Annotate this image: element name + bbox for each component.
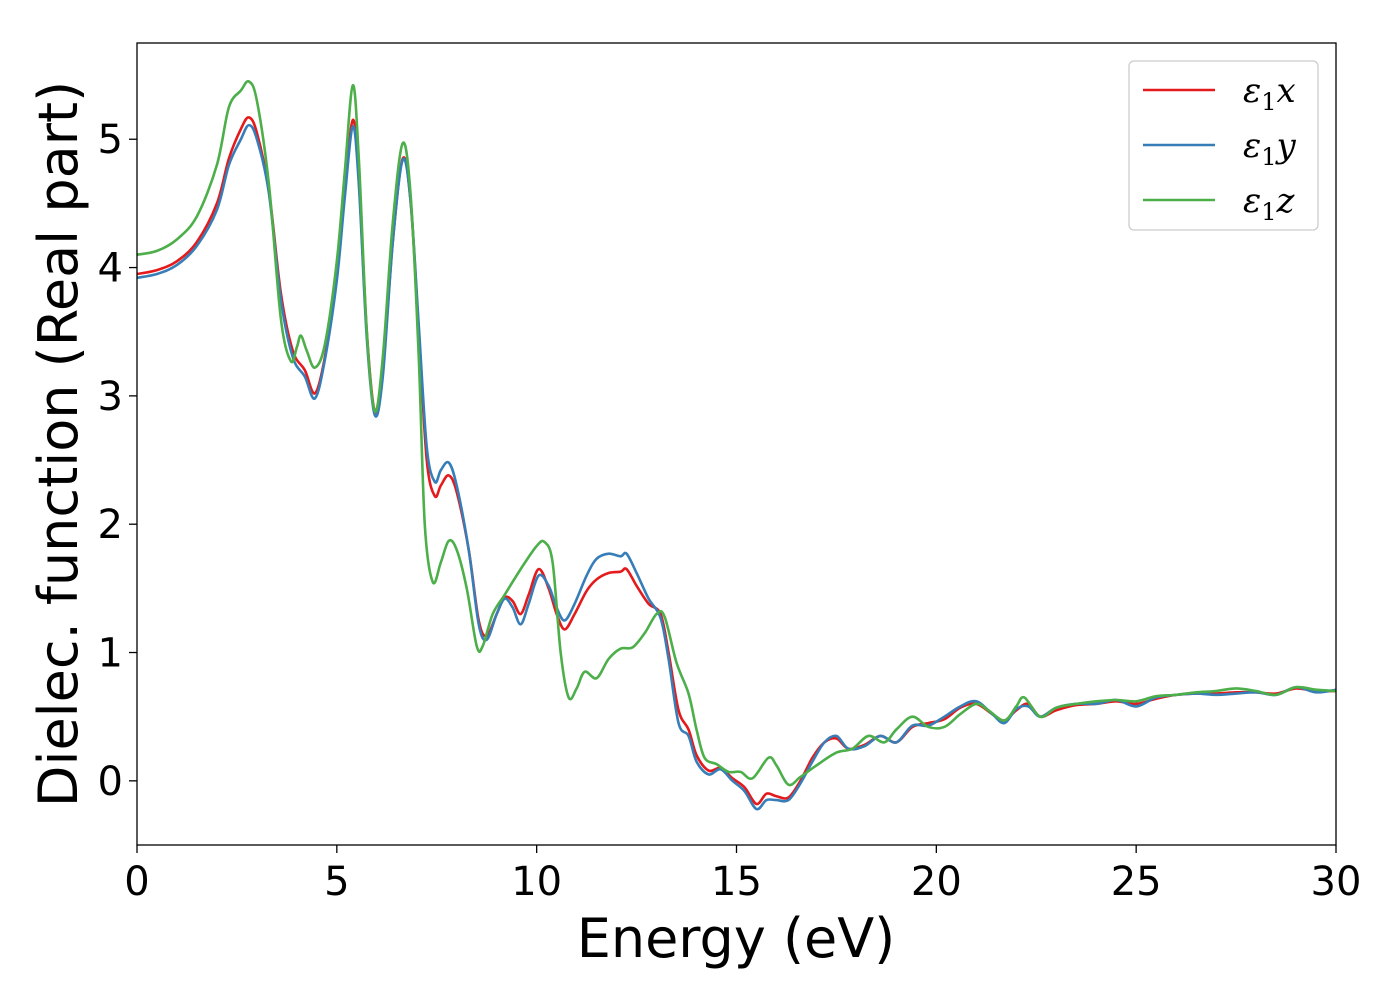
y-tick-label: 1 [98, 631, 123, 677]
legend-label: ε1y [1243, 126, 1297, 171]
legend-label-main: ε [1243, 181, 1261, 221]
legend-box [1128, 60, 1319, 231]
series-line-y [137, 123, 1336, 811]
legend-label-axis: y [1275, 126, 1297, 166]
x-axis: 0 5 10 15 20 25 30 [124, 845, 1361, 905]
legend-label-axis: z [1276, 181, 1296, 221]
x-tick-label: 25 [1111, 859, 1162, 905]
y-tick-label: 5 [98, 117, 123, 163]
y-tick-label: 2 [98, 502, 123, 548]
legend-label: ε1z [1243, 181, 1296, 226]
legend-label-main: ε [1243, 126, 1261, 166]
y-axis: 0 1 2 3 4 5 [98, 117, 137, 805]
legend-label-axis: x [1277, 71, 1296, 111]
x-axis-label: Energy (eV) [577, 907, 896, 970]
x-tick-label: 10 [511, 859, 562, 905]
series-line-z [137, 79, 1336, 787]
series-layer [137, 79, 1336, 811]
y-tick-label: 3 [98, 374, 123, 420]
y-axis-label: Dielec. function (Real part) [27, 81, 90, 807]
x-tick-label: 20 [911, 859, 962, 905]
legend-label-main: ε [1243, 71, 1261, 111]
x-tick-label: 5 [324, 859, 349, 905]
y-tick-label: 4 [98, 246, 123, 292]
x-tick-label: 15 [711, 859, 762, 905]
y-tick-label: 0 [98, 759, 123, 805]
legend-label-subscript: 1 [1261, 143, 1276, 171]
legend-label-subscript: 1 [1261, 88, 1276, 116]
legend-label-subscript: 1 [1261, 198, 1276, 226]
x-tick-label: 30 [1311, 859, 1362, 905]
x-tick-label: 0 [124, 859, 149, 905]
legend-label: ε1x [1243, 71, 1296, 116]
